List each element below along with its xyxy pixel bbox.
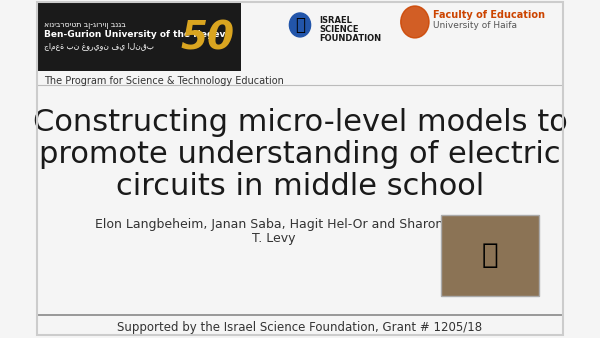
Text: promote understanding of electric: promote understanding of electric bbox=[39, 140, 561, 169]
Text: Elon Langbeheim, Janan Saba, Hagit Hel-Or and Sharona: Elon Langbeheim, Janan Saba, Hagit Hel-O… bbox=[95, 218, 451, 231]
Bar bbox=[176, 5, 238, 65]
Text: Faculty of Education: Faculty of Education bbox=[433, 10, 545, 20]
Text: circuits in middle school: circuits in middle school bbox=[116, 172, 484, 201]
Circle shape bbox=[401, 6, 429, 38]
Text: Constructing micro-level models to: Constructing micro-level models to bbox=[32, 108, 568, 137]
Text: אוניברסיטת בן-גוריון בנגב: אוניברסיטת בן-גוריון בנגב bbox=[44, 20, 125, 29]
Text: ISRAEL: ISRAEL bbox=[319, 16, 352, 25]
Text: T. Levy: T. Levy bbox=[252, 232, 295, 244]
Text: 🧍: 🧍 bbox=[295, 16, 305, 34]
Circle shape bbox=[289, 13, 311, 37]
Text: FOUNDATION: FOUNDATION bbox=[319, 34, 382, 43]
Text: University of Haifa: University of Haifa bbox=[433, 21, 517, 30]
Text: جامعة بن غوريون في النقب: جامعة بن غوريون في النقب bbox=[44, 42, 154, 51]
Text: SCIENCE: SCIENCE bbox=[319, 25, 359, 34]
Text: The Program for Science & Technology Education: The Program for Science & Technology Edu… bbox=[44, 76, 284, 86]
Text: 50: 50 bbox=[180, 20, 234, 58]
Bar bbox=[442, 215, 539, 296]
Text: 👤: 👤 bbox=[482, 241, 499, 269]
Text: Ben-Gurion University of the Negev: Ben-Gurion University of the Negev bbox=[44, 30, 225, 39]
Bar bbox=[38, 3, 241, 71]
Text: Supported by the Israel Science Foundation, Grant # 1205/18: Supported by the Israel Science Foundati… bbox=[118, 321, 482, 334]
